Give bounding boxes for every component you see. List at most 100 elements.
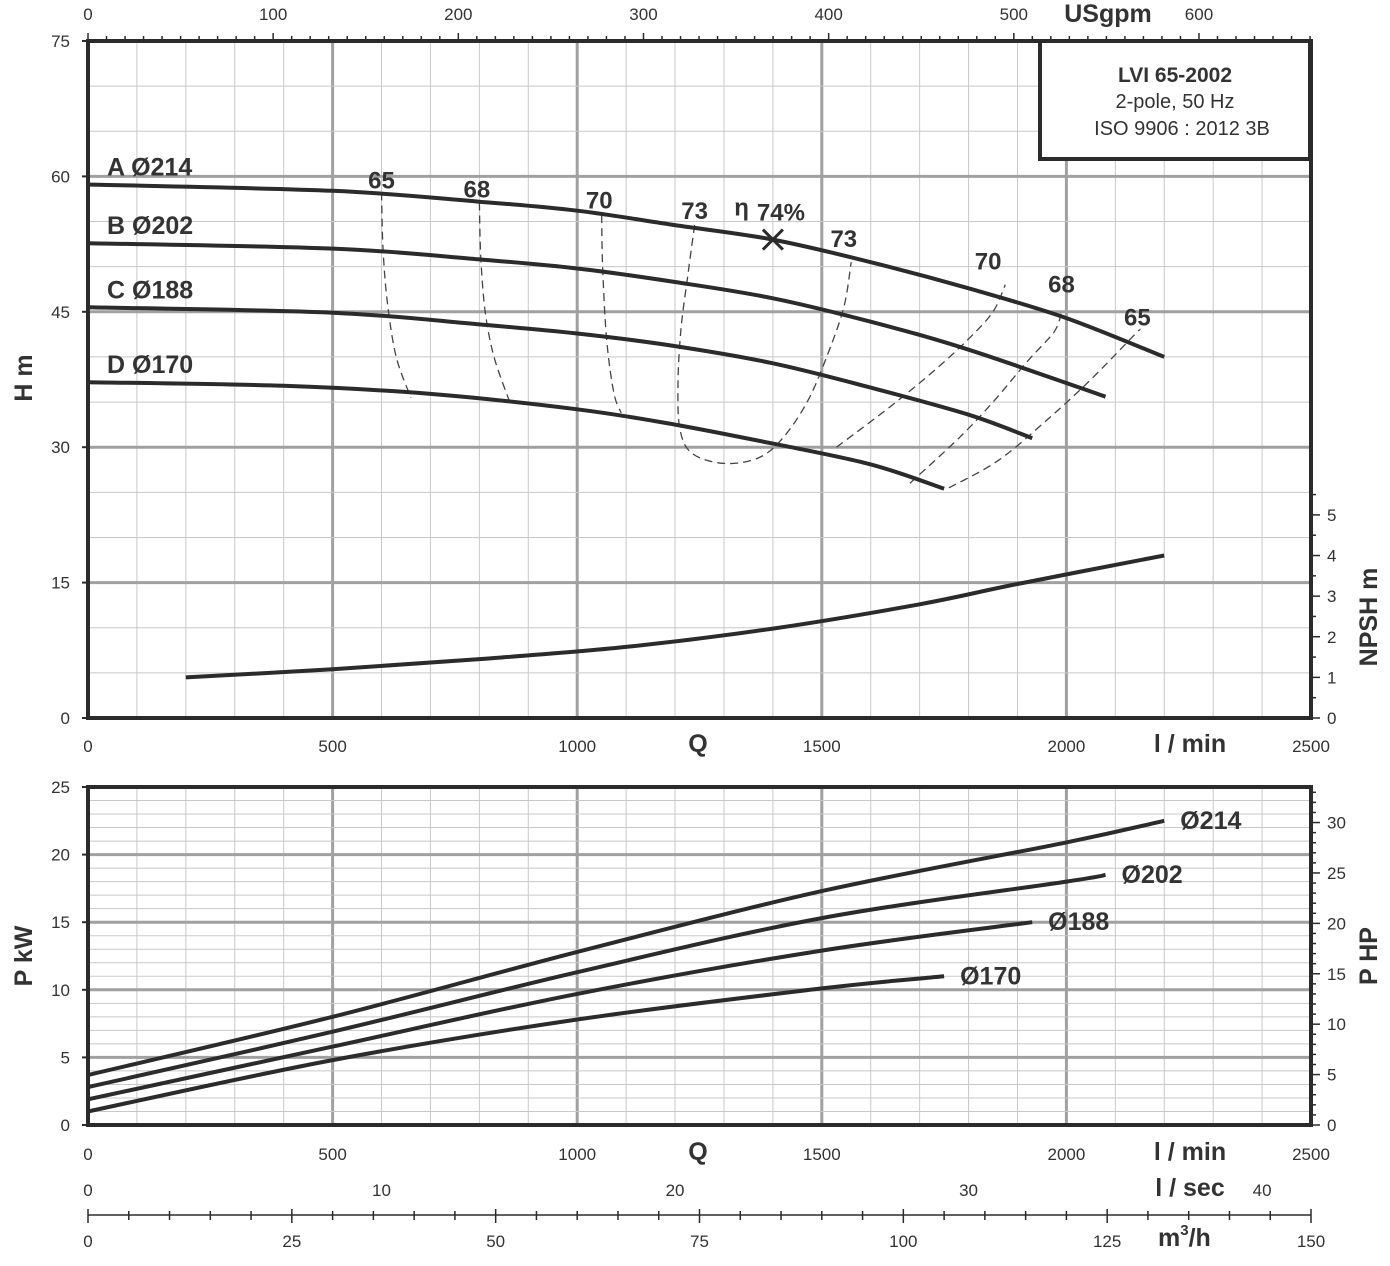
power-curve-label: Ø170: [960, 962, 1021, 990]
usgpm-tick-label: 300: [629, 5, 657, 24]
efficiency-value-label: 68: [1048, 271, 1075, 298]
npsh-tick-label: 2: [1327, 628, 1336, 647]
m3h-label-main: m: [1158, 1224, 1180, 1252]
lsec-tick-label: 10: [372, 1181, 391, 1200]
usgpm-tick-label: 100: [259, 5, 287, 24]
efficiency-value-label: 70: [586, 187, 613, 214]
power-q-label: Q: [688, 1138, 707, 1166]
hp-axis-label: P HP: [1355, 927, 1383, 985]
lsec-tick-label: 20: [666, 1181, 685, 1200]
hp-tick-label: 10: [1327, 1015, 1346, 1034]
head-x-tick-label: 0: [83, 737, 92, 756]
hp-tick-label: 0: [1327, 1116, 1336, 1135]
head-curve-labels: A Ø214 B Ø202 C Ø188 D Ø170: [107, 154, 193, 380]
power-curve: [87, 974, 945, 1114]
npsh-tick-label: 0: [1327, 709, 1336, 728]
power-curve-labels: Ø214 Ø202 Ø188 Ø170: [960, 807, 1241, 990]
power-x-tick-label: 500: [318, 1145, 346, 1164]
npsh-tick-label: 4: [1327, 547, 1336, 566]
power-tick-labels: 0 5 10 15 20 25 0 500 1000 1500 2000 2500: [51, 778, 1330, 1164]
npsh-curve: [185, 553, 1165, 680]
head-curve: [87, 380, 945, 491]
head-y-tick-label: 0: [61, 709, 70, 728]
hp-tick-label: 25: [1327, 864, 1346, 883]
npsh-axis-label: NPSH m: [1355, 568, 1383, 667]
lsec-tick-label: 0: [83, 1181, 92, 1200]
head-tick-labels: 0 15 30 45 60 75 0 500 1000 1500 2000 2500 0 100 200 30…: [51, 5, 1330, 756]
head-curve: [87, 305, 1033, 441]
m3h-label-sup: 3: [1180, 1222, 1188, 1239]
head-x-tick-label: 1000: [558, 737, 596, 756]
power-y-tick-label: 25: [51, 778, 70, 797]
usgpm-tick-label: 600: [1185, 5, 1213, 24]
usgpm-tick-label: 200: [444, 5, 472, 24]
efficiency-contour-68: [478, 202, 511, 403]
efficiency-contour-70: [836, 284, 1006, 448]
lsec-tick-label: 30: [959, 1181, 978, 1200]
head-x-tick-label: 1500: [803, 737, 841, 756]
efficiency-contour-65: [380, 192, 412, 398]
npsh-required-curve: [185, 553, 1165, 680]
head-x-tick-label: 2500: [1292, 737, 1330, 756]
power-x-tick-label: 1000: [558, 1145, 596, 1164]
efficiency-contour-73: [677, 225, 852, 465]
power-gridlines: [88, 787, 1311, 1125]
hp-tick-label: 15: [1327, 965, 1346, 984]
efficiency-value-label: 70: [975, 249, 1002, 276]
power-curve: [87, 920, 1033, 1102]
head-curve-label: D Ø170: [107, 351, 193, 379]
m3h-axis-label: m3/h: [1158, 1222, 1211, 1252]
head-q-label: Q: [688, 730, 707, 758]
m3h-tick-label: 125: [1093, 1232, 1121, 1251]
npsh-tick-label: 5: [1327, 506, 1336, 525]
head-y-tick-label: 30: [51, 438, 70, 457]
efficiency-value-label: 73: [830, 226, 857, 253]
efficiency-contour-68: [909, 311, 1063, 484]
power-y-axis-label: P kW: [10, 925, 38, 986]
usgpm-axis-label: USgpm: [1064, 0, 1152, 28]
efficiency-symbol: η: [734, 195, 749, 222]
usgpm-tick-label: 0: [83, 5, 92, 24]
m3h-tick-label: 25: [282, 1232, 301, 1251]
power-curve: [87, 872, 1106, 1090]
head-y-tick-label: 45: [51, 303, 70, 322]
m3h-tick-label: 50: [486, 1232, 505, 1251]
efficiency-value-label: 68: [464, 176, 491, 203]
m3h-tick-label: 100: [889, 1232, 917, 1251]
head-curve-label: B Ø202: [107, 212, 193, 240]
best-efficiency-point-marker: [761, 228, 784, 251]
lsec-tick-label: 40: [1253, 1181, 1272, 1200]
head-curve: [87, 182, 1165, 359]
head-x-axis-unit: l / min: [1154, 730, 1226, 758]
test-standard: ISO 9906 : 2012 3B: [1094, 118, 1270, 140]
info-box: LVI 65-2002 2-pole, 50 Hz ISO 9906 : 201…: [1038, 39, 1312, 161]
m3h-tick-label: 150: [1297, 1232, 1325, 1251]
best-efficiency-label: 74%: [757, 200, 805, 227]
m3h-label-tail: /h: [1189, 1224, 1211, 1252]
info-box-frame: [1038, 39, 1312, 161]
power-curve-label: Ø188: [1048, 908, 1109, 936]
power-curve: [87, 818, 1165, 1077]
model-name: LVI 65-2002: [1118, 64, 1232, 87]
efficiency-labels: 65 68 70 73 73 70 68 65 η 74%: [368, 167, 1151, 331]
power-x-tick-label: 0: [83, 1145, 92, 1164]
lsec-axis: 0 10 20 30 40: [83, 1181, 1271, 1200]
power-x-tick-label: 2500: [1292, 1145, 1330, 1164]
m3h-tick-label: 75: [690, 1232, 709, 1251]
head-curve: [87, 241, 1107, 399]
head-plot-frame: [86, 39, 1313, 720]
power-y-tick-label: 10: [51, 981, 70, 1000]
head-curve-label: C Ø188: [107, 276, 193, 304]
power-y-tick-label: 15: [51, 913, 70, 932]
power-curve-label: Ø214: [1180, 807, 1241, 835]
pole-frequency: 2-pole, 50 Hz: [1116, 91, 1235, 113]
power-curve-label: Ø202: [1122, 861, 1183, 889]
hp-tick-label: 20: [1327, 914, 1346, 933]
power-y-tick-label: 0: [61, 1116, 70, 1135]
efficiency-value-label: 73: [681, 198, 708, 225]
efficiency-contour-65: [948, 328, 1141, 489]
hp-tick-label: 5: [1327, 1066, 1336, 1085]
power-x-tick-label: 1500: [803, 1145, 841, 1164]
lsec-axis-label: l / sec: [1155, 1174, 1225, 1202]
head-x-tick-label: 2000: [1047, 737, 1085, 756]
